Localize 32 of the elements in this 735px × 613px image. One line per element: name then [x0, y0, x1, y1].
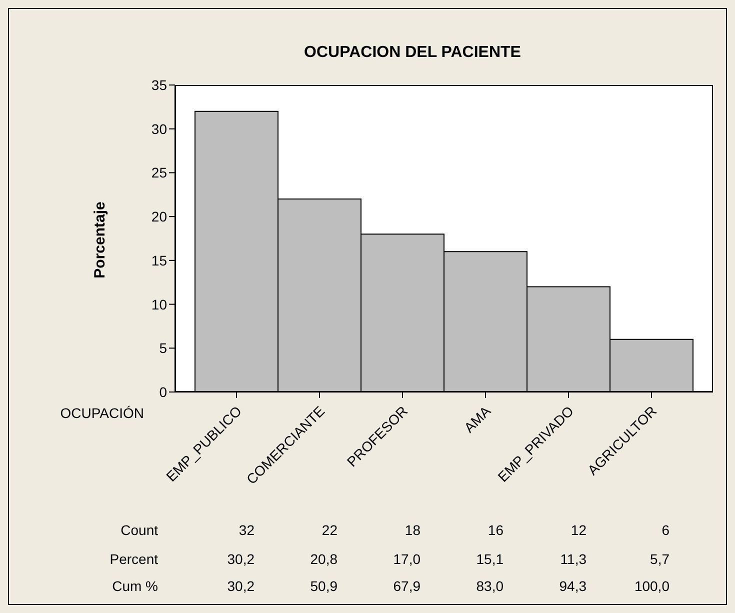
text: 30,2	[227, 551, 254, 567]
x-axis-title: OCUPACIÓN	[59, 405, 144, 421]
data-label: 6	[662, 522, 670, 538]
text: 17,0	[393, 551, 420, 567]
y-axis-title: Porcentaje	[92, 202, 108, 278]
text: 15,1	[476, 551, 504, 567]
text: Count	[120, 522, 158, 538]
text: Percent	[110, 551, 158, 567]
y-tick-label: 10	[151, 296, 168, 312]
text: 67,9	[393, 578, 420, 594]
y-tick-label: 15	[151, 252, 168, 268]
data-label: 32	[238, 522, 254, 538]
chart-title: OCUPACION DEL PACIENTE	[303, 44, 522, 62]
text: 100,0	[634, 578, 670, 594]
data-label: 22	[322, 522, 338, 538]
data-label: 18	[404, 522, 420, 538]
text: 83,0	[476, 578, 504, 594]
y-tick-label: 5	[159, 340, 168, 356]
text: 5,7	[650, 551, 670, 567]
data-label: 12	[570, 522, 586, 538]
text: 11,3	[560, 551, 586, 567]
text: 94,3	[559, 578, 586, 594]
text: 50,9	[310, 578, 338, 594]
text: 20,8	[310, 551, 338, 567]
y-tick-label: 30	[151, 120, 168, 137]
text: 30,2	[227, 578, 254, 594]
text: Cum %	[112, 578, 158, 594]
y-tick-label: 20	[151, 208, 168, 225]
data-label: 16	[488, 522, 504, 538]
y-tick-label: 25	[151, 164, 168, 181]
y-tick-label: 35	[151, 76, 168, 93]
y-tick-label: 0	[159, 384, 168, 400]
